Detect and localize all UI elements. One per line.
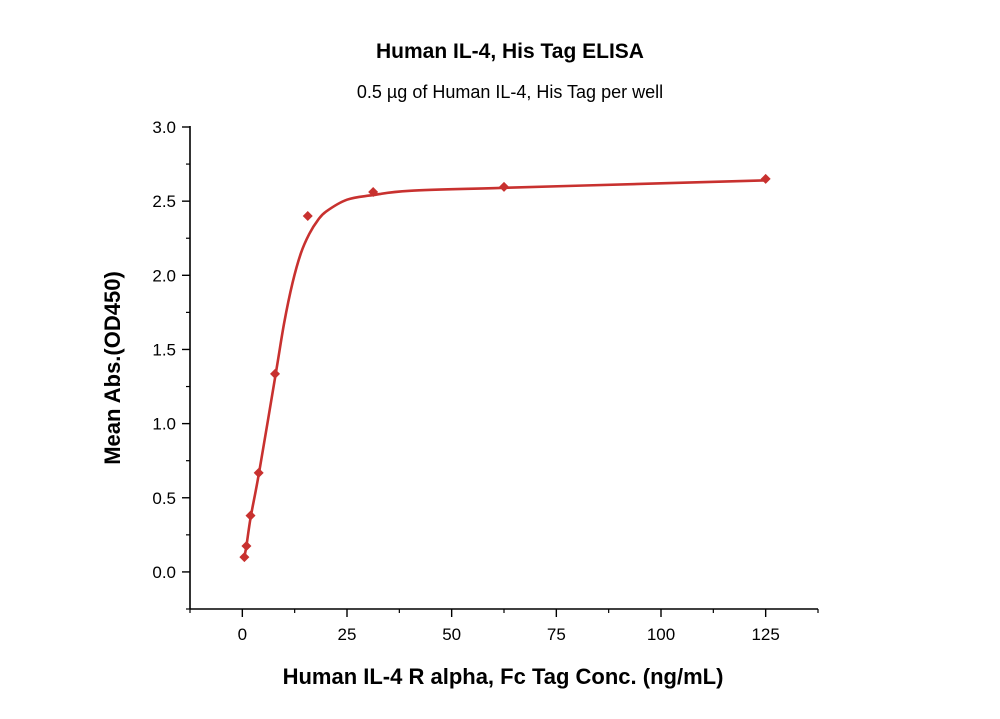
y-tick-label: 1.5 [152, 340, 176, 359]
data-point [302, 210, 313, 221]
data-marks [239, 173, 771, 563]
data-point [253, 467, 264, 478]
data-point [239, 552, 250, 563]
x-tick-label: 0 [238, 625, 247, 644]
x-tick-label: 100 [647, 625, 675, 644]
data-point [499, 181, 509, 192]
y-tick-label: 3.0 [152, 118, 176, 137]
axes: 0.0 0.5 1.0 1.5 2.0 2.5 3.0 0 25 50 75 100 125 [152, 118, 819, 644]
x-axis-label: Human IL-4 R alpha, Fc Tag Conc. (ng/mL) [283, 664, 724, 689]
y-tick-label: 2.0 [152, 266, 176, 285]
x-tick-label: 125 [751, 625, 779, 644]
chart-subtitle: 0.5 µg of Human IL-4, His Tag per well [357, 82, 663, 102]
y-tick-label: 0.0 [152, 563, 176, 582]
data-point [760, 173, 771, 184]
y-tick-label: 0.5 [152, 489, 176, 508]
x-tick-label: 50 [442, 625, 461, 644]
chart-title: Human IL-4, His Tag ELISA [376, 40, 644, 63]
x-tick-label: 75 [547, 625, 566, 644]
data-point [241, 540, 252, 551]
fit-curve [243, 179, 766, 558]
data-point [245, 510, 256, 521]
data-point [368, 186, 379, 197]
y-axis-label: Mean Abs.(OD450) [100, 271, 125, 465]
data-point [270, 368, 281, 379]
y-tick-label: 1.0 [152, 415, 176, 434]
y-tick-label: 2.5 [152, 192, 176, 211]
x-tick-label: 25 [338, 625, 357, 644]
